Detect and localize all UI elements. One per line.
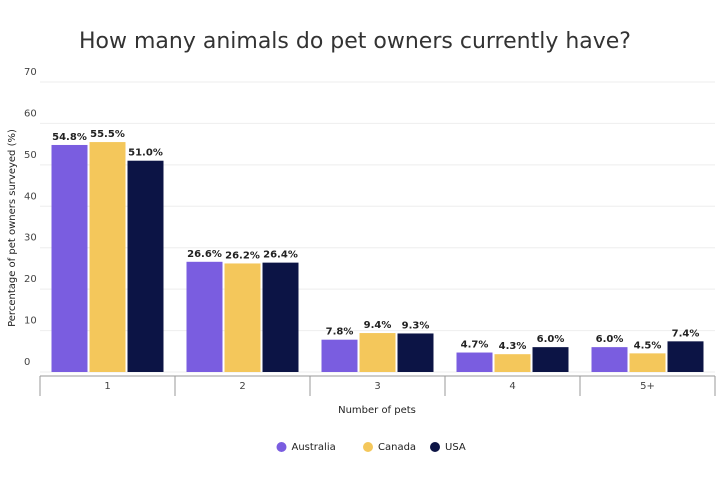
value-label: 26.2%: [225, 250, 260, 261]
bar: [186, 261, 223, 372]
bar: [262, 262, 299, 372]
bar: [494, 354, 531, 372]
legend-label: USA: [445, 442, 466, 453]
legend-swatch: [430, 442, 440, 452]
value-label: 54.8%: [52, 132, 87, 143]
y-tick-label: 20: [24, 274, 37, 285]
value-label: 26.6%: [187, 249, 222, 260]
bar: [127, 160, 164, 372]
value-label: 9.3%: [402, 320, 430, 331]
legend-label: Canada: [378, 442, 416, 453]
y-tick-label: 60: [24, 108, 37, 119]
x-tick-label: 4: [509, 381, 515, 392]
value-label: 6.0%: [537, 334, 565, 345]
value-label: 6.0%: [596, 334, 624, 345]
value-label: 4.3%: [499, 341, 527, 352]
bar: [591, 347, 628, 372]
bar: [397, 333, 434, 372]
y-tick-label: 70: [24, 67, 37, 78]
bar: [51, 144, 88, 372]
bar: [667, 341, 704, 372]
value-label: 4.7%: [461, 340, 489, 351]
y-tick-label: 10: [24, 316, 37, 327]
x-tick-label: 3: [374, 381, 380, 392]
bar: [359, 333, 396, 372]
bar: [224, 263, 261, 372]
bar: [89, 142, 126, 372]
y-tick-label: 50: [24, 150, 37, 161]
legend-swatch: [363, 442, 373, 452]
legend-label: Australia: [292, 442, 336, 453]
x-axis-label: Number of pets: [338, 405, 416, 416]
x-tick-label: 2: [239, 381, 245, 392]
y-tick-label: 0: [24, 357, 30, 368]
legend-swatch: [276, 442, 287, 452]
y-axis-label: Percentage of pet owners surveyed (%): [7, 129, 18, 327]
y-tick-label: 40: [24, 191, 37, 202]
y-tick-label: 30: [24, 233, 37, 244]
value-label: 7.4%: [672, 328, 700, 339]
bar: [456, 352, 493, 372]
value-label: 4.5%: [634, 340, 662, 351]
bar: [532, 347, 569, 372]
bar: [629, 353, 666, 372]
bar: [321, 339, 358, 372]
value-label: 51.0%: [128, 148, 163, 159]
value-label: 9.4%: [364, 320, 392, 331]
x-tick-label: 5+: [640, 381, 655, 392]
value-label: 55.5%: [90, 129, 125, 140]
chart-title: How many animals do pet owners currently…: [79, 29, 631, 54]
value-label: 26.4%: [263, 250, 298, 261]
value-label: 7.8%: [326, 327, 354, 338]
x-tick-label: 1: [104, 381, 110, 392]
